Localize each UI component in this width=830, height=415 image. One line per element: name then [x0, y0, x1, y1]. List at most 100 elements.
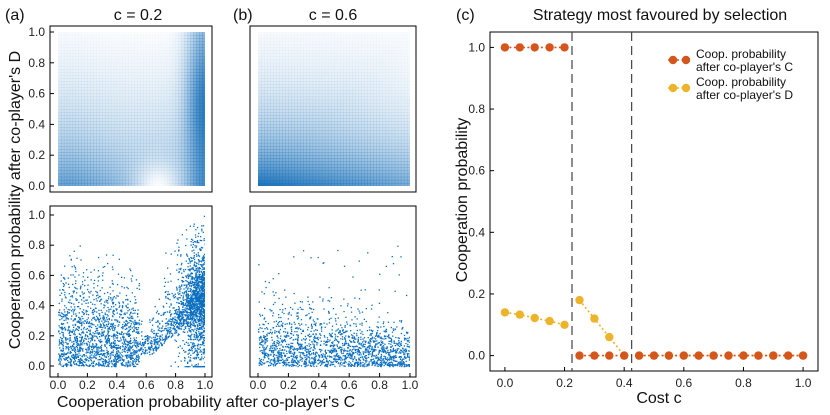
heat-cell: [388, 44, 393, 48]
heat-cell: [318, 90, 323, 94]
heat-cell: [340, 81, 344, 85]
heat-cell: [93, 75, 97, 79]
heat-cell: [181, 81, 185, 85]
heat-cell: [312, 65, 317, 70]
heat-cell: [60, 173, 65, 178]
heat-cell: [87, 133, 91, 138]
heat-cell: [324, 145, 329, 150]
heat-cell: [90, 133, 94, 138]
heat-cell: [163, 179, 168, 184]
heat-cell: [169, 96, 174, 101]
heat-cell: [406, 102, 410, 107]
heat-cell: [60, 96, 65, 101]
heat-cell: [202, 75, 205, 79]
heat-cell: [306, 38, 311, 42]
heat-cell: [149, 53, 153, 58]
heat-cell: [152, 124, 156, 128]
heat-cell: [113, 109, 118, 113]
heat-cell: [334, 93, 338, 98]
heat-cell: [66, 173, 71, 178]
heat-cell: [110, 179, 115, 184]
heat-cell: [128, 127, 132, 131]
heat-cell: [96, 121, 100, 125]
heat-cell: [294, 124, 298, 128]
heat-cell: [75, 75, 79, 79]
heat-cell: [306, 93, 311, 98]
heat-cell: [400, 93, 405, 98]
heat-cell: [391, 115, 396, 119]
heat-cell: [75, 149, 79, 153]
heat-cell: [364, 41, 368, 45]
heat-cell: [315, 133, 320, 138]
heat-cell: [388, 75, 393, 79]
heat-cell: [193, 164, 197, 168]
heat-cell: [140, 38, 143, 41]
heat-cell: [382, 118, 387, 122]
heat-cell: [169, 62, 174, 67]
heat-cell: [172, 32, 176, 36]
heat-cell: [143, 105, 147, 110]
heat-cell: [187, 50, 191, 54]
heat-cell: [394, 173, 399, 178]
heat-cell: [294, 59, 298, 64]
heat-cell: [202, 56, 205, 61]
heat-cell: [391, 130, 396, 135]
heat-cell: [318, 87, 323, 91]
heat-cell: [93, 167, 97, 171]
heat-cell: [172, 173, 176, 178]
heat-cell: [406, 167, 410, 171]
heat-cell: [134, 65, 138, 70]
heat-cell: [282, 182, 286, 186]
heat-cell: [318, 47, 323, 51]
heat-cell: [102, 102, 106, 107]
heat-cell: [309, 68, 314, 73]
heat-cell: [69, 53, 74, 58]
heat-cell: [337, 182, 341, 186]
heat-cell: [264, 164, 268, 168]
heat-cell: [157, 87, 162, 91]
heat-cell: [385, 81, 390, 85]
heat-cell: [315, 56, 320, 61]
heat-cell: [116, 136, 121, 141]
heat-cell: [199, 164, 203, 168]
heat-cell: [355, 182, 359, 186]
heat-cell: [324, 133, 329, 138]
heat-cell: [400, 133, 405, 138]
heat-cell: [318, 109, 323, 113]
heat-cell: [270, 62, 274, 67]
heat-cell: [373, 155, 377, 159]
heat-cell: [60, 93, 65, 98]
heat-cell: [346, 35, 349, 38]
heat-cell: [406, 78, 410, 82]
heat-cell: [143, 72, 147, 76]
heat-cell: [66, 167, 71, 171]
heat-cell: [270, 68, 274, 73]
heat-cell: [63, 102, 68, 107]
heat-cell: [69, 35, 74, 39]
heat-cell: [258, 118, 262, 122]
heat-cell: [105, 53, 109, 58]
heat-cell: [267, 38, 271, 42]
heat-cell: [105, 139, 109, 144]
heat-cell: [291, 133, 295, 138]
heat-cell: [330, 90, 335, 94]
heat-cell: [294, 161, 298, 165]
heat-cell: [172, 99, 176, 104]
heat-cell: [108, 38, 111, 41]
heat-cell: [181, 35, 185, 39]
heat-cell: [373, 87, 377, 91]
heat-cell: [340, 96, 344, 101]
heat-cell: [330, 182, 335, 186]
heat-cell: [96, 90, 100, 94]
heat-cell: [163, 59, 168, 64]
heat-cell: [294, 32, 297, 35]
heat-cell: [116, 87, 121, 91]
heat-cell: [334, 115, 338, 119]
heat-cell: [267, 102, 271, 107]
heat-cell: [66, 68, 71, 73]
heat-cell: [343, 68, 347, 73]
heat-cell: [72, 136, 77, 141]
heat-cell: [113, 179, 118, 184]
heat-cell: [122, 152, 127, 156]
heat-cell: [66, 161, 71, 165]
